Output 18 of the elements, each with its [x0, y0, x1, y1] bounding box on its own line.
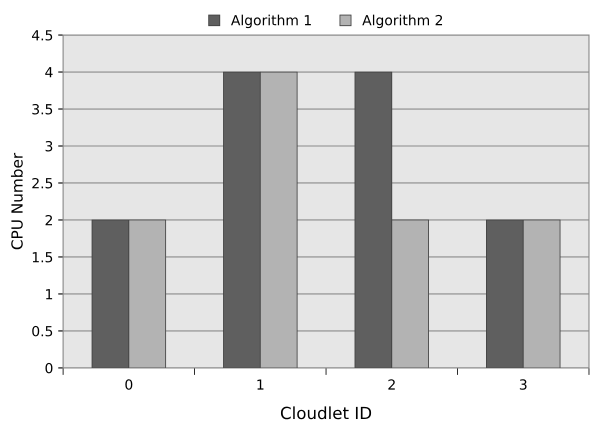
y-tick-label: 3.5 — [32, 104, 52, 114]
x-axis-title: Cloudlet ID — [280, 406, 372, 420]
legend-label: Algorithm 2 — [362, 14, 442, 28]
x-tick-label: 1 — [257, 379, 264, 390]
y-tick-label: 0.5 — [32, 326, 52, 336]
x-tick-label: 3 — [520, 379, 527, 390]
y-tick-label: 1.5 — [32, 252, 52, 262]
y-tick-label: 4 — [45, 67, 53, 78]
y-axis-title: CPU Number — [10, 152, 23, 250]
legend-label: Algorithm 1 — [230, 14, 311, 28]
y-tick-label: 1 — [46, 289, 52, 300]
y-tick-label: 3 — [46, 140, 52, 152]
y-tick-label: 2 — [46, 214, 52, 226]
y-tick-label: 0 — [45, 362, 52, 374]
y-tick-label: 4.5 — [32, 30, 52, 41]
x-tick-label: 2 — [388, 379, 395, 390]
y-tick-label: 2.5 — [32, 178, 52, 188]
x-tick-label: 0 — [125, 379, 132, 390]
